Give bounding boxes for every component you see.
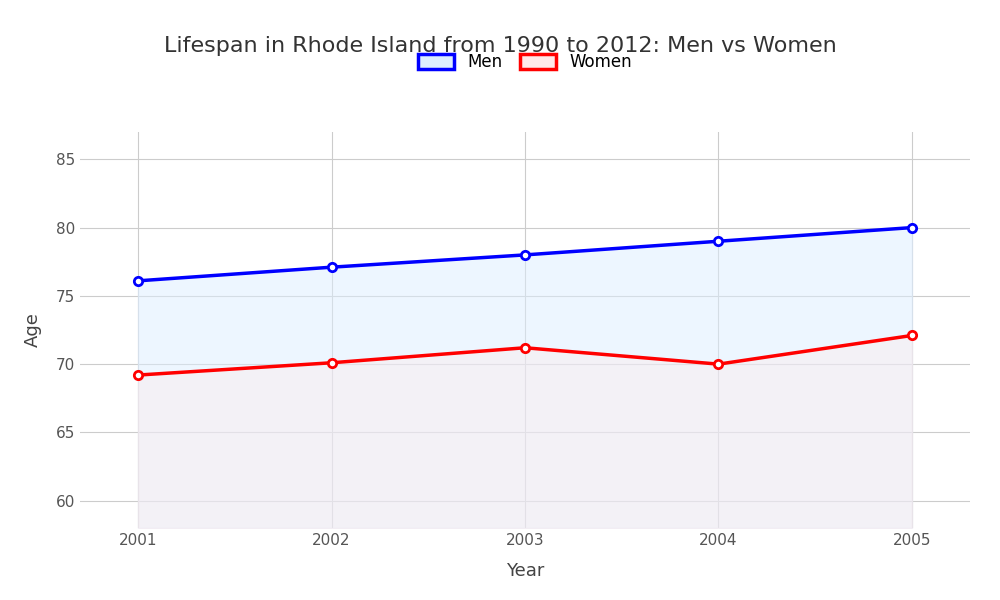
Y-axis label: Age: Age (24, 313, 42, 347)
Text: Lifespan in Rhode Island from 1990 to 2012: Men vs Women: Lifespan in Rhode Island from 1990 to 20… (164, 36, 836, 56)
Legend: Men, Women: Men, Women (418, 53, 632, 71)
X-axis label: Year: Year (506, 562, 544, 580)
